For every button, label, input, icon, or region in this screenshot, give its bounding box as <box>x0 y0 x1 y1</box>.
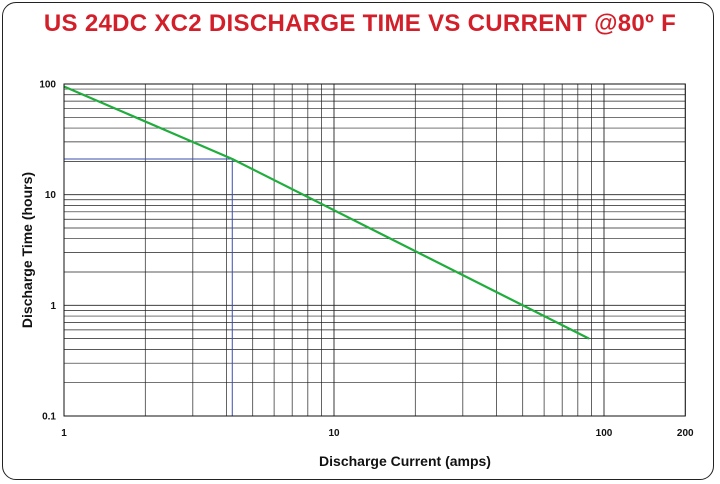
plot-border <box>63 83 686 417</box>
y-axis-title: Discharge Time (hours) <box>19 172 35 328</box>
x-axis-title: Discharge Current (amps) <box>319 453 491 469</box>
reference-lines <box>64 158 233 416</box>
series-lines <box>63 85 590 340</box>
x-tick-label: 100 <box>596 428 613 439</box>
x-tick-label: 1 <box>61 428 67 439</box>
series-line <box>63 85 590 340</box>
x-tick-labels: 1 10 100 200 <box>61 428 694 439</box>
y-tick-labels: 100 10 1 0.1 <box>39 80 56 423</box>
grid-lines <box>63 84 686 417</box>
y-tick-label: 10 <box>45 190 57 201</box>
x-tick-label: 200 <box>677 428 694 439</box>
chart-title: US 24DC XC2 DISCHARGE TIME VS CURRENT @8… <box>43 10 677 37</box>
y-tick-label: 0.1 <box>42 412 56 423</box>
x-tick-label: 10 <box>328 428 340 439</box>
y-tick-label: 1 <box>50 301 56 312</box>
y-tick-label: 100 <box>39 80 56 91</box>
chart-frame <box>2 2 714 480</box>
